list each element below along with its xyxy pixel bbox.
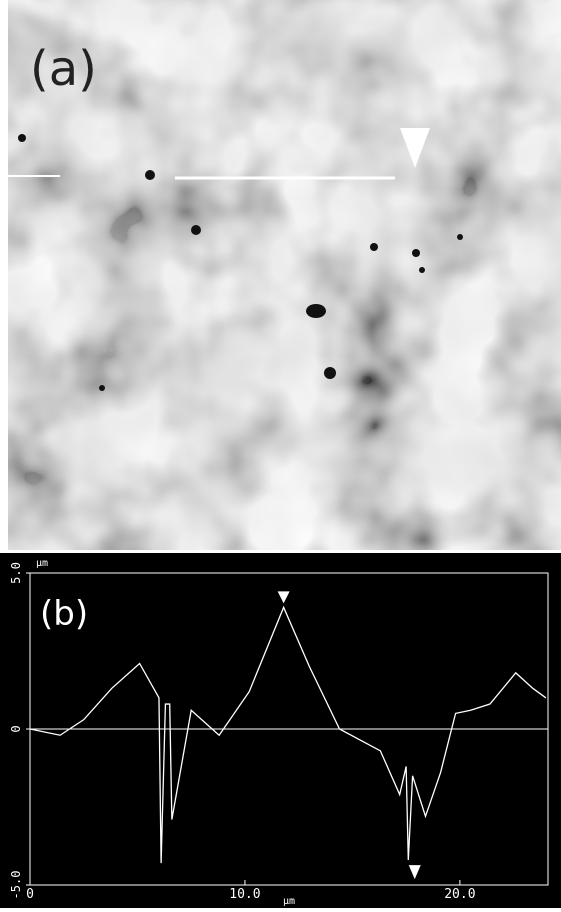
y-tick-label: 5.0 — [9, 562, 23, 584]
cursor-marker — [408, 865, 421, 880]
x-tick-label: 10.0 — [229, 887, 260, 902]
panel-a: (a) — [8, 0, 561, 550]
x-unit: μm — [283, 896, 295, 907]
cursor-marker — [277, 591, 290, 604]
y-tick-label: 0 — [9, 725, 23, 732]
panel-label: (a) — [30, 41, 97, 97]
marker — [400, 128, 430, 168]
y-tick-label: -5.0 — [9, 871, 23, 900]
panel-b — [0, 553, 561, 908]
x-tick-label: 20.0 — [444, 887, 475, 902]
panel-label: (b) — [40, 594, 88, 634]
y-unit: μm — [36, 558, 48, 569]
x-tick-label: 0 — [26, 887, 34, 902]
profile-line — [29, 605, 547, 864]
afm-image — [8, 0, 561, 550]
